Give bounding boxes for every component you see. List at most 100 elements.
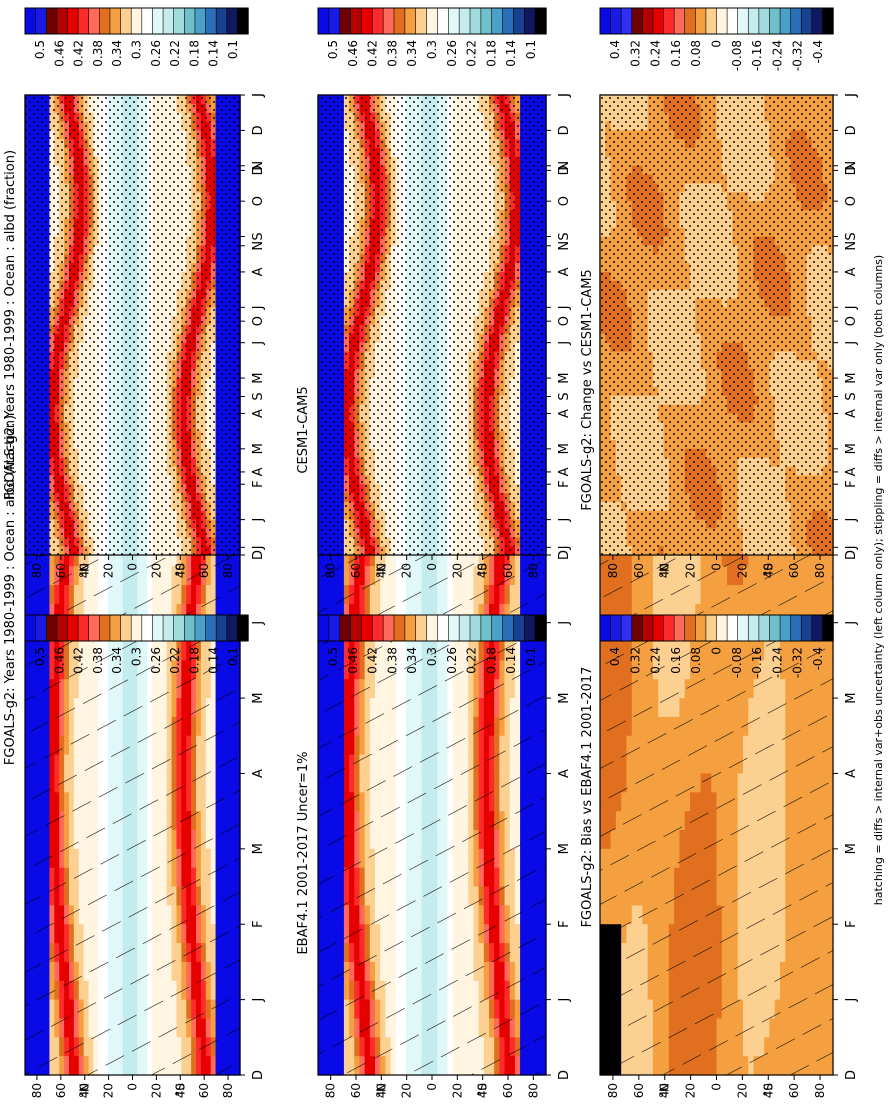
colorbar-swatch	[405, 8, 416, 34]
colorbar-swatch	[110, 8, 121, 34]
colorbar-swatch	[470, 8, 481, 34]
colorbar-swatch	[131, 8, 142, 34]
colorbar-swatch	[163, 8, 174, 34]
colorbar-tick-label: 0.5	[326, 40, 340, 59]
x-tick-label: J	[251, 545, 266, 550]
x-tick-label: J	[557, 998, 572, 1003]
colorbar-tick-label: 0.1	[226, 40, 240, 59]
colorbar-swatch	[152, 8, 163, 34]
x-tick-label: M	[251, 843, 266, 854]
colorbar-tick-label: 0.38	[91, 40, 105, 67]
colorbar-tick-label: 0.46	[52, 40, 66, 67]
y-tick-label: 20	[400, 1083, 414, 1098]
colorbar-tick-label: 0.34	[110, 40, 124, 67]
x-tick-label: M	[557, 843, 572, 854]
colorbar-swatch	[57, 8, 68, 34]
colorbar-swatch	[184, 8, 195, 34]
colorbar-tick-label: 0.22	[168, 40, 182, 67]
colorbar-swatch	[372, 8, 383, 34]
colorbar-tick-label: 0.34	[405, 40, 419, 67]
colorbar-swatch	[318, 8, 329, 34]
x-tick-label: S	[557, 392, 572, 400]
x-tick-label: F	[557, 920, 572, 927]
colorbar-swatch	[351, 8, 362, 34]
x-tick-label: O	[557, 316, 572, 326]
hemisphere-label-north: °N	[374, 1083, 388, 1098]
colorbar-swatch	[503, 8, 514, 34]
colorbar-swatch	[36, 8, 47, 34]
colorbar-swatch	[216, 8, 227, 34]
colorbar-swatch	[416, 8, 427, 34]
colorbar-swatch	[67, 8, 78, 34]
y-tick-label: 80	[221, 1083, 235, 1098]
colorbar-swatch	[535, 8, 546, 34]
colorbar-tick-label: 0.42	[366, 40, 380, 67]
x-tick-label: M	[557, 692, 572, 703]
y-tick-label: 80	[324, 1083, 338, 1098]
colorbar-swatch	[524, 8, 535, 34]
x-tick-label: A	[251, 467, 266, 476]
x-tick-label: J	[557, 545, 572, 550]
colorbar-swatch	[448, 8, 459, 34]
y-tick-label: 60	[501, 1083, 515, 1098]
colorbar-swatch	[394, 8, 405, 34]
colorbar-swatch	[227, 8, 238, 34]
x-tick-label: D	[251, 1070, 266, 1080]
colorbar-swatch	[174, 8, 185, 34]
colorbar-swatch	[121, 8, 132, 34]
hemisphere-label-south: °S	[173, 1083, 187, 1097]
colorbar-swatch	[427, 8, 438, 34]
y-tick-label: 80	[30, 1083, 44, 1098]
colorbar-tick-label: 0.3	[425, 40, 439, 59]
colorbar-tick-label: 0.3	[130, 40, 144, 59]
colorbar-swatch	[437, 8, 448, 34]
x-tick-label: J	[251, 621, 266, 626]
x-tick-label: D	[557, 1070, 572, 1080]
colorbar-tick-label: 0.26	[445, 40, 459, 67]
x-tick-label: A	[251, 769, 266, 778]
x-tick-label: N	[557, 241, 572, 251]
colorbar-tick-label: 0.22	[465, 40, 479, 67]
x-tick-label: F	[251, 920, 266, 927]
colorbar-tick-label: 0.5	[33, 40, 47, 59]
y-tick-label: 60	[349, 1083, 363, 1098]
colorbar-swatch	[237, 8, 248, 34]
y-tick-label: 20	[102, 1083, 116, 1098]
y-tick-label: 60	[197, 1083, 211, 1098]
colorbar-swatch	[459, 8, 470, 34]
x-tick-label: N	[251, 241, 266, 251]
colorbar-tick-label: 0.1	[524, 40, 538, 59]
colorbar-swatch	[206, 8, 217, 34]
colorbar-swatch	[361, 8, 372, 34]
colorbar-tick-label: 0.38	[385, 40, 399, 67]
colorbar-tick-label: 0.46	[346, 40, 360, 67]
x-tick-label: J	[251, 998, 266, 1003]
colorbar-tick-label: 0.18	[484, 40, 498, 67]
y-tick-label: 0	[126, 1083, 140, 1091]
colorbar-swatch	[481, 8, 492, 34]
colorbar-tick-label: 0.14	[504, 40, 518, 67]
colorbar-swatch	[383, 8, 394, 34]
x-tick-label: M	[251, 692, 266, 703]
colorbar-swatch	[142, 8, 153, 34]
panel-ebaf-title: EBAF4.1 2001-2017 Uncer=1%	[296, 751, 311, 954]
x-tick-label: S	[251, 392, 266, 400]
hemisphere-label-south: °S	[476, 1083, 490, 1097]
colorbar-tick-label: 0.26	[149, 40, 163, 67]
colorbar-swatch	[195, 8, 206, 34]
y-tick-label: 20	[450, 1083, 464, 1098]
colorbar-swatch	[340, 8, 351, 34]
y-tick-label: 20	[149, 1083, 163, 1098]
y-tick-label: 0	[425, 1083, 439, 1091]
colorbar-tick-label: 0.18	[187, 40, 201, 67]
y-tick-label: 60	[54, 1083, 68, 1098]
colorbar-swatch	[492, 8, 503, 34]
panel-ebaf-colorbar: 0.5 0.46 0.42 0.38 0.34 0.3 0.26 0.22 0.18 0.14 0.…	[318, 8, 546, 67]
x-tick-label: J	[557, 621, 572, 626]
colorbar-swatch	[78, 8, 89, 34]
colorbar-tick-label: 0.14	[207, 40, 221, 67]
colorbar-swatch	[25, 8, 36, 34]
